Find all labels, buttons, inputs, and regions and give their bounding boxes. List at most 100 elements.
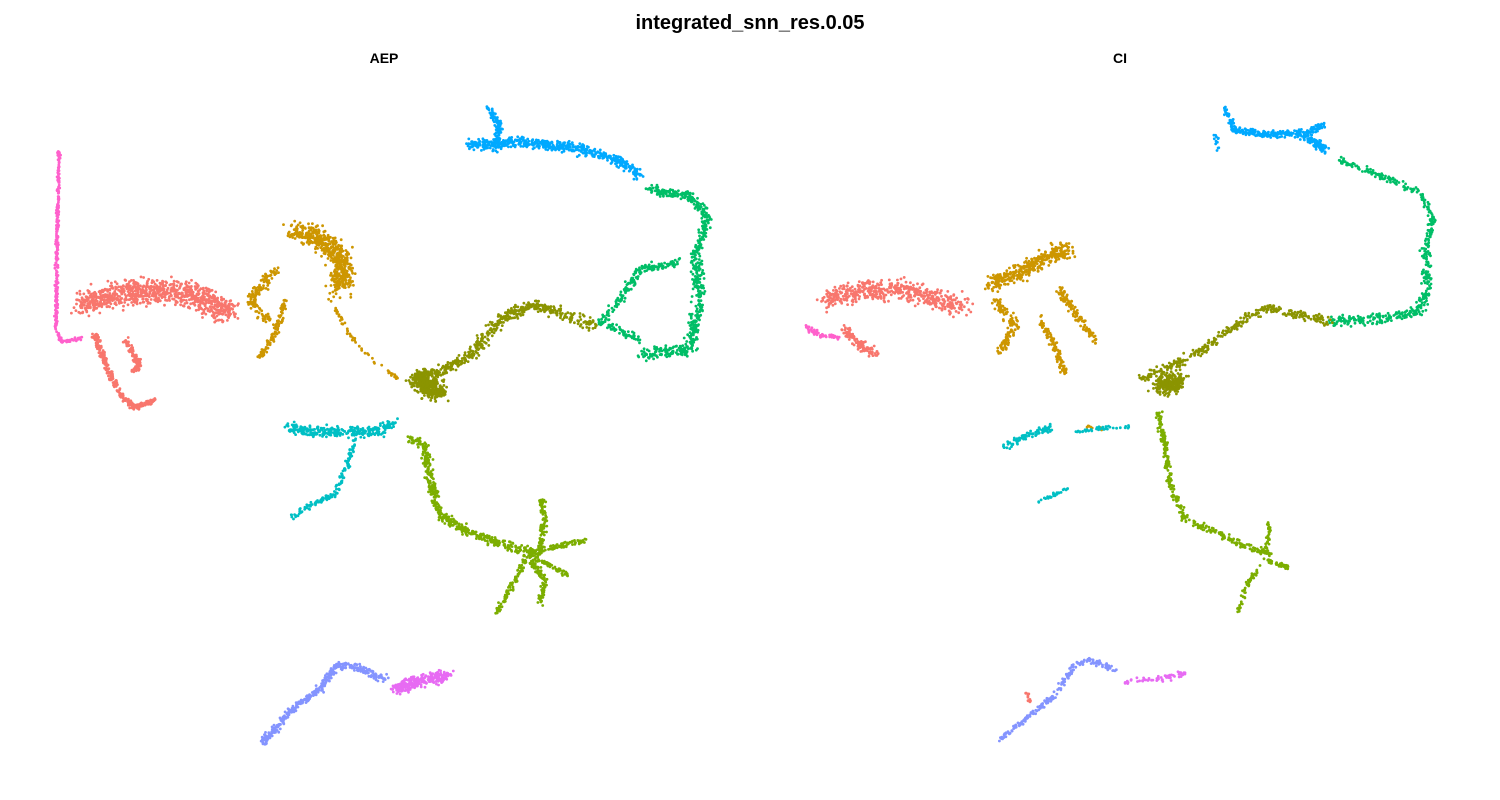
scatter-point xyxy=(165,299,169,302)
scatter-point xyxy=(693,207,697,210)
scatter-point xyxy=(158,299,162,303)
scatter-point xyxy=(318,433,322,437)
scatter-point xyxy=(311,232,315,235)
scatter-point xyxy=(262,284,265,288)
scatter-point xyxy=(75,302,78,306)
scatter-point xyxy=(341,254,345,258)
scatter-point xyxy=(642,347,646,351)
scatter-point xyxy=(122,304,125,308)
scatter-point xyxy=(56,252,59,256)
scatter-point xyxy=(189,302,193,306)
scatter-point xyxy=(60,340,64,344)
scatter-point xyxy=(344,261,348,265)
scatter-point xyxy=(301,232,304,236)
scatter-point xyxy=(514,143,517,147)
scatter-point xyxy=(185,301,189,305)
cluster-c1-4 xyxy=(282,219,357,300)
scatter-point xyxy=(602,151,606,155)
scatter-point xyxy=(663,261,666,265)
scatter-point xyxy=(691,349,694,353)
scatter-point xyxy=(655,347,659,351)
scatter-point xyxy=(615,303,619,306)
scatter-point xyxy=(533,299,537,303)
scatter-point xyxy=(93,302,97,305)
scatter-point xyxy=(178,285,182,288)
scatter-point xyxy=(638,266,641,270)
scatter-point xyxy=(172,279,176,283)
scatter-point xyxy=(111,296,115,300)
scatter-point xyxy=(123,301,127,304)
scatter-point xyxy=(346,275,350,279)
scatter-point xyxy=(489,144,493,148)
scatter-point xyxy=(144,294,148,298)
scatter-point xyxy=(701,309,704,313)
scatter-point xyxy=(150,399,154,403)
scatter-point xyxy=(491,117,495,120)
scatter-point xyxy=(329,259,333,262)
scatter-point xyxy=(113,280,117,284)
scatter-point xyxy=(487,140,491,144)
scatter-point xyxy=(634,174,638,178)
scatter-point xyxy=(651,186,655,190)
scatter-point xyxy=(113,290,117,293)
scatter-point xyxy=(307,242,311,246)
scatter-point xyxy=(107,374,110,378)
scatter-point xyxy=(181,304,185,308)
scatter-point xyxy=(262,351,266,355)
scatter-point xyxy=(56,236,59,240)
scatter-point xyxy=(126,344,130,348)
scatter-point xyxy=(149,298,153,301)
scatter-point xyxy=(337,267,340,271)
scatter-point xyxy=(229,307,233,310)
scatter-point xyxy=(53,283,57,287)
scatter-point xyxy=(636,338,640,342)
scatter-point xyxy=(131,348,135,352)
scatter-point xyxy=(155,286,159,290)
scatter-point xyxy=(617,159,621,162)
scatter-point xyxy=(697,231,701,234)
scatter-point xyxy=(276,266,280,270)
scatter-point xyxy=(475,334,479,337)
scatter-point xyxy=(279,310,283,314)
scatter-point xyxy=(224,308,228,312)
scatter-point xyxy=(317,235,321,238)
scatter-point xyxy=(198,306,202,310)
scatter-point xyxy=(252,294,255,297)
scatter-point xyxy=(698,234,701,238)
scatter-point xyxy=(118,289,122,293)
scatter-point xyxy=(261,274,265,278)
scatter-point xyxy=(450,365,453,369)
scatter-point xyxy=(345,272,349,276)
scatter-point xyxy=(547,145,551,149)
scatter-point xyxy=(54,304,58,308)
scatter-point xyxy=(670,192,674,196)
scatter-point xyxy=(688,195,692,199)
scatter-point xyxy=(55,224,58,227)
scatter-point xyxy=(693,285,697,288)
scatter-point xyxy=(264,346,268,349)
scatter-point xyxy=(547,315,550,319)
scatter-point xyxy=(94,299,97,303)
scatter-point xyxy=(265,350,269,354)
scatter-point xyxy=(443,372,447,375)
cluster-c0-3 xyxy=(121,336,143,374)
scatter-point xyxy=(110,281,113,285)
scatter-point xyxy=(130,368,134,372)
scatter-point xyxy=(232,304,236,308)
scatter-point xyxy=(79,338,83,342)
scatter-point xyxy=(561,312,564,315)
scatter-point xyxy=(215,314,219,318)
scatter-point xyxy=(270,277,274,280)
scatter-point xyxy=(137,287,140,290)
scatter-point xyxy=(633,169,637,173)
scatter-point xyxy=(495,119,499,123)
scatter-point xyxy=(644,352,647,355)
scatter-point xyxy=(114,385,118,388)
scatter-point xyxy=(708,226,712,230)
scatter-point xyxy=(298,221,302,225)
scatter-point xyxy=(670,351,674,355)
scatter-point xyxy=(353,272,357,275)
scatter-point xyxy=(490,108,494,112)
scatter-point xyxy=(507,141,511,145)
scatter-point xyxy=(105,293,108,297)
